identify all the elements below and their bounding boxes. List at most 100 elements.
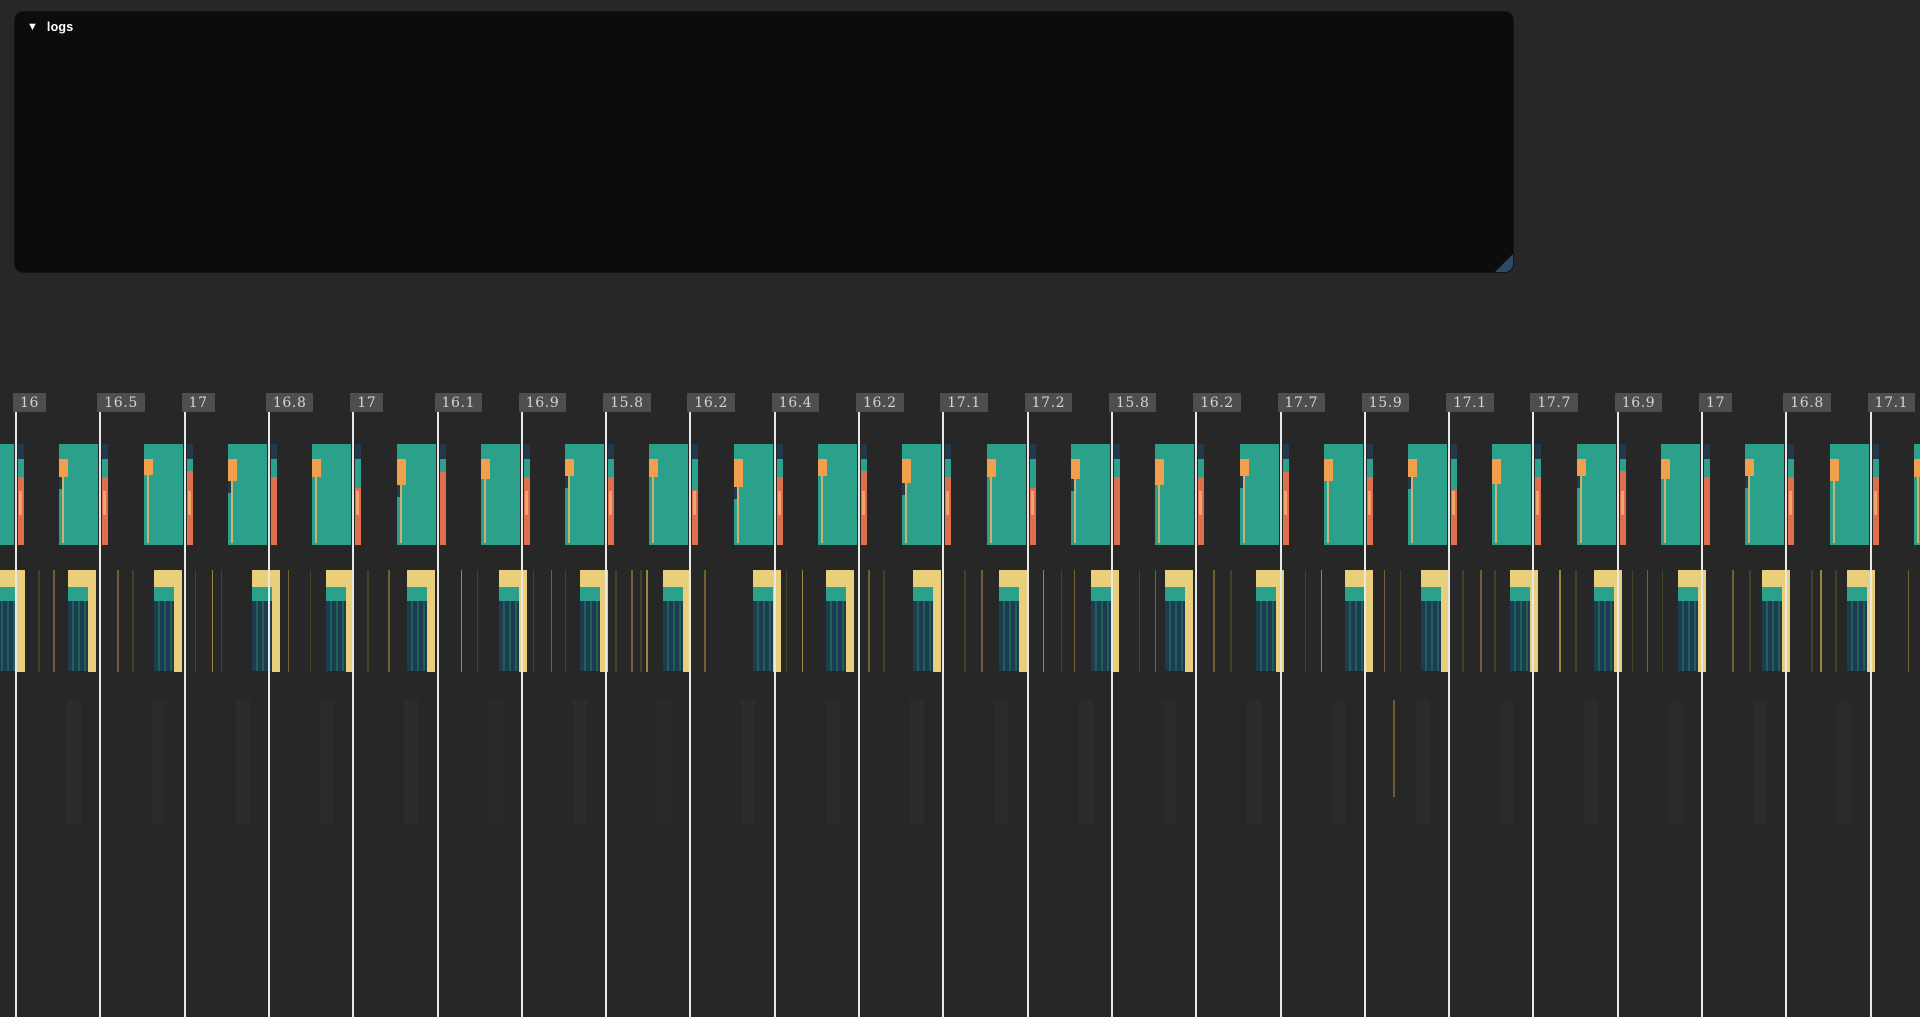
top-track-salmon-highlight bbox=[1283, 491, 1287, 515]
mid-track-yellow-cap bbox=[1344, 570, 1373, 587]
column-gridline bbox=[15, 412, 17, 1017]
mid-track-yellow-cap bbox=[1762, 570, 1791, 587]
mid-track-teal-band bbox=[1090, 587, 1111, 601]
column-value-badge: 16.4 bbox=[771, 393, 820, 412]
top-track-teal-strip bbox=[861, 459, 867, 471]
column-value-badge: 16 bbox=[13, 393, 47, 412]
column-gridline bbox=[1785, 412, 1788, 1017]
mid-track-hairline bbox=[1213, 570, 1215, 672]
top-track-navy-strip bbox=[1366, 444, 1373, 459]
mid-track-hairline bbox=[1462, 570, 1464, 672]
top-track-navy-strip bbox=[1282, 444, 1289, 459]
mid-track-hairline bbox=[1631, 570, 1634, 672]
column-gridline bbox=[1279, 412, 1282, 1017]
mid-track-hairline bbox=[53, 570, 55, 672]
column-value-badge: 17.7 bbox=[1530, 393, 1578, 412]
mid-track-yellow-bar bbox=[1110, 587, 1119, 672]
mid-track-hairline bbox=[646, 570, 648, 672]
mid-track-teal-band bbox=[913, 587, 934, 601]
mid-track-teal-band bbox=[1762, 587, 1783, 601]
column-gridline bbox=[858, 412, 860, 1017]
bottom-ghost-band bbox=[1500, 700, 1514, 824]
mid-track-yellow-cap bbox=[1510, 570, 1539, 587]
mid-track-striped-block bbox=[913, 601, 934, 671]
top-track-salmon-highlight bbox=[1030, 491, 1034, 515]
mid-track-hairline bbox=[1399, 570, 1402, 672]
top-track-khaki-line bbox=[1664, 479, 1666, 543]
top-track-navy-edge bbox=[396, 485, 402, 497]
mid-track-striped-block bbox=[0, 601, 17, 671]
top-track-salmon-strip bbox=[692, 490, 699, 545]
bottom-ghost-band bbox=[1416, 700, 1430, 824]
column-value-badge: 15.8 bbox=[1108, 393, 1157, 412]
mid-track-teal-band bbox=[752, 587, 773, 601]
bottom-ghost-band bbox=[489, 700, 503, 824]
top-track-teal-strip bbox=[355, 459, 362, 488]
column-gridline bbox=[520, 412, 523, 1017]
mid-track-teal-band bbox=[1846, 587, 1867, 601]
logs-collapse-header[interactable]: ▼ logs bbox=[15, 12, 1513, 38]
top-track-navy-strip bbox=[861, 444, 867, 459]
top-track-navy-strip bbox=[18, 444, 24, 459]
column-value-badge: 16.8 bbox=[265, 393, 314, 412]
column-gridline bbox=[942, 412, 945, 1017]
bottom-ghost-band bbox=[1753, 700, 1767, 824]
mid-track-yellow-bar bbox=[271, 587, 280, 672]
top-track-navy-edge bbox=[565, 476, 571, 488]
top-track-salmon-highlight bbox=[1873, 491, 1877, 515]
top-track-orange-bar bbox=[1745, 459, 1755, 476]
top-track-navy-strip bbox=[608, 444, 615, 459]
column-gridline bbox=[689, 412, 692, 1017]
top-track-navy-strip bbox=[523, 444, 530, 459]
top-track-navy-strip bbox=[1704, 444, 1710, 459]
mid-track-hairline bbox=[1060, 570, 1063, 672]
mid-track-yellow-bar bbox=[88, 587, 97, 672]
column-value-badge: 17.1 bbox=[940, 393, 988, 412]
mid-track-teal-band bbox=[1421, 587, 1442, 601]
top-track-salmon-highlight bbox=[693, 491, 697, 515]
mid-track-teal-band bbox=[1344, 587, 1365, 601]
mid-track-yellow-bar bbox=[772, 587, 781, 672]
top-track-khaki-line bbox=[821, 476, 823, 543]
mid-track-hairline bbox=[981, 570, 983, 672]
mid-track-striped-block bbox=[998, 601, 1019, 671]
logs-panel: ▼ logs bbox=[15, 12, 1513, 272]
resize-handle-icon[interactable] bbox=[1495, 254, 1513, 272]
top-track-navy-strip bbox=[1535, 444, 1542, 459]
bottom-ghost-band bbox=[910, 700, 924, 824]
mid-track-hairline bbox=[1494, 570, 1496, 672]
mid-track-hairline bbox=[785, 570, 788, 672]
mid-track-yellow-cap bbox=[1593, 570, 1622, 587]
mid-track-hairline bbox=[1230, 570, 1232, 672]
mid-track-teal-band bbox=[153, 587, 174, 601]
top-track-orange-bar bbox=[1408, 459, 1418, 477]
top-track-teal-strip bbox=[776, 459, 783, 477]
mid-track-hairline bbox=[1073, 570, 1076, 672]
column-gridline bbox=[1110, 412, 1113, 1017]
mid-track-hairline bbox=[801, 570, 804, 672]
mid-track-hairline bbox=[388, 570, 390, 672]
top-track-salmon-highlight bbox=[524, 491, 528, 515]
mid-track-striped-block bbox=[580, 601, 601, 671]
top-track-salmon-strip bbox=[355, 488, 362, 545]
top-track-orange-bar bbox=[1913, 459, 1920, 477]
column-value-badge: 17 bbox=[181, 393, 215, 412]
mid-track-striped-block bbox=[1846, 601, 1867, 671]
mid-track-teal-band bbox=[663, 587, 684, 601]
mid-track-yellow-cap bbox=[1421, 570, 1450, 587]
top-track-teal-strip bbox=[18, 459, 24, 477]
top-track-navy-strip bbox=[1029, 444, 1036, 459]
column-gridline bbox=[1616, 412, 1619, 1017]
mid-track-teal-band bbox=[0, 587, 17, 601]
bottom-ghost-band bbox=[1669, 700, 1683, 824]
collapse-triangle-icon: ▼ bbox=[27, 20, 38, 33]
mid-track-hairline bbox=[1304, 570, 1306, 672]
top-track-salmon-highlight bbox=[862, 491, 865, 515]
top-track-salmon-highlight bbox=[1199, 491, 1203, 515]
mid-track-hairline bbox=[615, 570, 617, 672]
mid-track-striped-block bbox=[68, 601, 89, 671]
top-track-orange-bar bbox=[480, 459, 490, 479]
column-value-badge: 17.2 bbox=[1024, 393, 1073, 412]
mid-track-striped-block bbox=[153, 601, 174, 671]
mid-track-yellow-cap bbox=[1165, 570, 1194, 587]
